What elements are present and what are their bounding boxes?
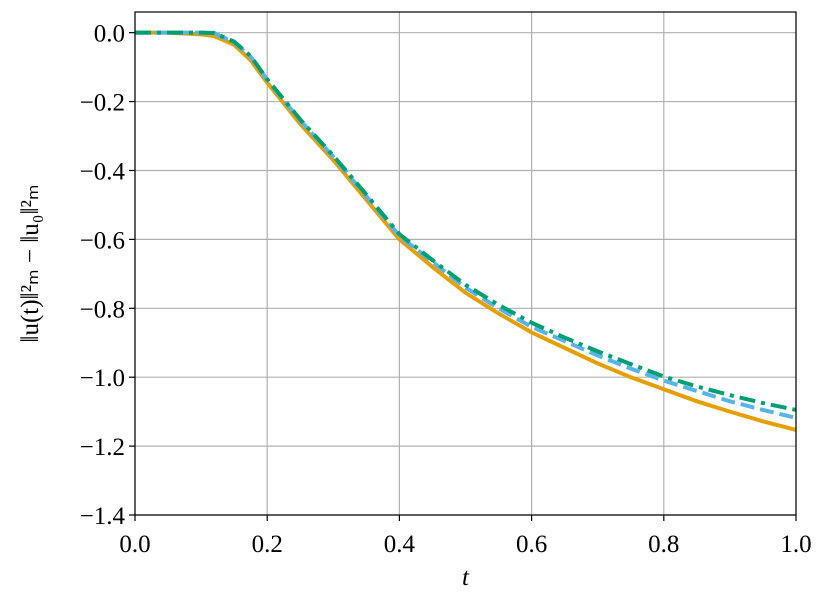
y-tick-label: −0.8 — [80, 296, 125, 323]
x-tick-label: 0.8 — [648, 531, 679, 558]
x-tick-label: 0.6 — [516, 531, 547, 558]
series-line — [135, 30, 797, 420]
y-tick-label: −1.4 — [80, 503, 126, 530]
y-tick-label: −0.2 — [80, 90, 125, 117]
x-tick-label: 1.0 — [780, 531, 811, 558]
plot-area — [135, 12, 796, 515]
x-tick-label: 0.0 — [119, 531, 150, 558]
y-axis-label: ‖u(t)‖²ₘ − ‖u₀‖²ₘ — [17, 184, 44, 342]
y-tick-label: −1.2 — [80, 434, 125, 461]
y-tick-label: −0.6 — [80, 227, 125, 254]
plot-frame — [134, 11, 797, 516]
x-tick-label: 0.2 — [252, 531, 283, 558]
y-tick-label: −1.0 — [80, 365, 125, 392]
series-line — [135, 30, 797, 412]
series-line — [135, 30, 797, 432]
x-tick-label: 0.4 — [384, 531, 416, 558]
y-tick-label: −0.4 — [80, 158, 126, 185]
x-axis-label: t — [462, 564, 470, 591]
y-tick-label: 0.0 — [94, 21, 125, 48]
